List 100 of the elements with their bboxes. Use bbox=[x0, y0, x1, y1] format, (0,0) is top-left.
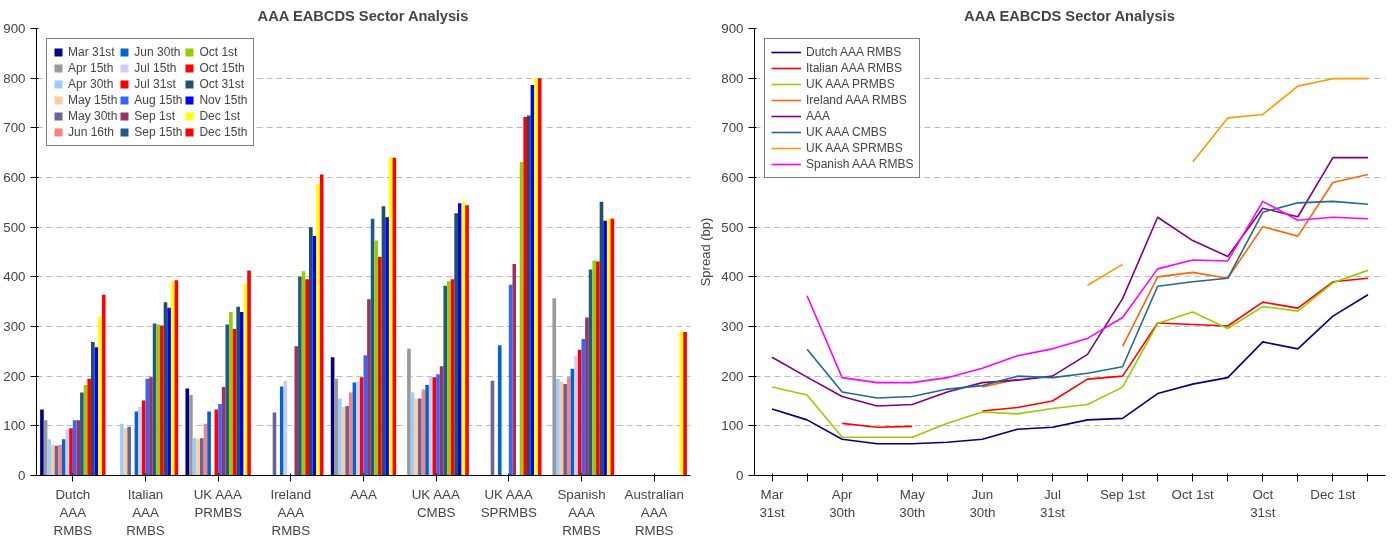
x-tick-label: Apr 30th bbox=[829, 486, 856, 520]
bar bbox=[454, 213, 458, 476]
bar bbox=[185, 388, 190, 476]
x-tick-label: Australian AAA RMBS bbox=[624, 486, 684, 538]
bar bbox=[189, 395, 193, 476]
bar bbox=[537, 78, 542, 476]
chart-title: AAA EABCDS Sector Analysis bbox=[257, 7, 469, 24]
y-tick-label: 300 bbox=[721, 319, 744, 334]
y-tick-label: 800 bbox=[721, 70, 744, 86]
legend-label: Apr 30th bbox=[68, 77, 114, 91]
bar bbox=[367, 299, 371, 476]
x-tick-label: Oct 31st bbox=[1250, 486, 1276, 520]
x-tick-label: UK AAA SPRMBS bbox=[480, 486, 538, 520]
legend-label: Mar 31st bbox=[68, 45, 115, 59]
x-tick-label: Jun 30th bbox=[969, 486, 996, 520]
bar bbox=[428, 377, 433, 476]
bar bbox=[218, 403, 222, 476]
bar bbox=[200, 438, 204, 476]
bar bbox=[156, 324, 161, 476]
legend-label: Sep 15th bbox=[134, 125, 183, 139]
legend-label: Nov 15th bbox=[199, 93, 248, 107]
y-tick-label: 900 bbox=[721, 21, 744, 36]
bar bbox=[120, 423, 124, 476]
x-tick-label: UK AAA PRMBS bbox=[193, 486, 242, 520]
bar bbox=[69, 428, 73, 476]
y-tick-label: 400 bbox=[721, 269, 744, 285]
bar bbox=[47, 439, 52, 476]
bar bbox=[236, 306, 240, 476]
legend-label: UK AAA SPRMBS bbox=[806, 141, 903, 155]
bar bbox=[606, 218, 611, 476]
bar bbox=[61, 439, 66, 476]
y-tick-label: 0 bbox=[736, 468, 744, 483]
bar bbox=[58, 444, 62, 476]
bar bbox=[196, 439, 200, 476]
y-tick-label: 300 bbox=[3, 319, 26, 334]
legend-label: UK AAA CMBS bbox=[806, 125, 887, 139]
bar bbox=[596, 261, 600, 476]
bar bbox=[457, 203, 462, 476]
bar bbox=[443, 285, 448, 476]
legend-label: AAA bbox=[806, 109, 831, 123]
y-tick-label: 600 bbox=[721, 170, 744, 185]
legend-label: May 15th bbox=[68, 93, 118, 107]
bar bbox=[574, 356, 578, 476]
bar bbox=[309, 227, 313, 476]
bar bbox=[512, 263, 517, 476]
bar bbox=[247, 270, 251, 476]
x-tick-label: Italian AAA RMBS bbox=[126, 486, 165, 538]
bar bbox=[345, 405, 349, 476]
bar bbox=[160, 325, 164, 476]
legend-label: Jul 31st bbox=[134, 77, 176, 91]
bar bbox=[279, 386, 284, 476]
bar bbox=[497, 345, 502, 476]
bar bbox=[141, 400, 146, 476]
bar bbox=[436, 374, 440, 476]
bar bbox=[577, 349, 582, 476]
legend-label: Aug 15th bbox=[134, 93, 183, 107]
y-tick-label: 600 bbox=[3, 170, 26, 185]
bar bbox=[51, 444, 55, 476]
x-tick-label: Sep 1st bbox=[1099, 486, 1146, 502]
bar bbox=[225, 324, 230, 476]
y-axis-title: Spread (bp) bbox=[698, 217, 714, 287]
x-tick-label: Jul 31st bbox=[1039, 486, 1066, 520]
bar bbox=[338, 398, 342, 476]
y-tick-label: 100 bbox=[3, 418, 26, 434]
bar bbox=[316, 183, 320, 476]
y-tick-label: 500 bbox=[3, 219, 26, 235]
bar bbox=[87, 378, 91, 476]
bar bbox=[294, 346, 299, 476]
legend-label: Ireland AAA RMBS bbox=[806, 93, 907, 107]
bar bbox=[414, 398, 418, 476]
bar bbox=[76, 420, 81, 476]
x-tick-label: Dutch AAA RMBS bbox=[53, 486, 93, 538]
x-tick-label: AAA bbox=[350, 486, 377, 502]
legend-label: Oct 1st bbox=[199, 45, 238, 59]
legend-label: Apr 15th bbox=[68, 61, 114, 75]
x-tick-label: Spanish AAA RMBS bbox=[557, 486, 606, 538]
y-tick-label: 500 bbox=[721, 219, 744, 235]
bar bbox=[80, 392, 84, 476]
bar bbox=[207, 411, 211, 476]
y-tick-label: 900 bbox=[3, 21, 26, 36]
legend-label: Italian AAA RMBS bbox=[806, 61, 903, 75]
bar bbox=[385, 217, 389, 476]
bar bbox=[407, 348, 411, 476]
bar bbox=[592, 260, 597, 476]
bar bbox=[556, 378, 560, 476]
bar bbox=[170, 281, 175, 476]
bar bbox=[374, 240, 379, 476]
line-series bbox=[771, 269, 1369, 439]
y-tick-label: 700 bbox=[721, 120, 744, 136]
x-tick-label: Oct 1st bbox=[1171, 486, 1215, 502]
x-tick-label: UK AAA CMBS bbox=[411, 486, 460, 520]
legend-label: Oct 15th bbox=[199, 61, 245, 75]
y-tick-label: 200 bbox=[721, 368, 744, 384]
chart-title: AAA EABCDS Sector Analysis bbox=[964, 7, 1175, 24]
bar bbox=[534, 78, 538, 476]
legend-label: Dec 15th bbox=[199, 125, 248, 139]
x-tick-label: May 30th bbox=[899, 486, 926, 520]
y-tick-label: 800 bbox=[3, 70, 26, 86]
line-series bbox=[771, 156, 1369, 407]
legend-label: Spanish AAA RMBS bbox=[806, 157, 914, 171]
